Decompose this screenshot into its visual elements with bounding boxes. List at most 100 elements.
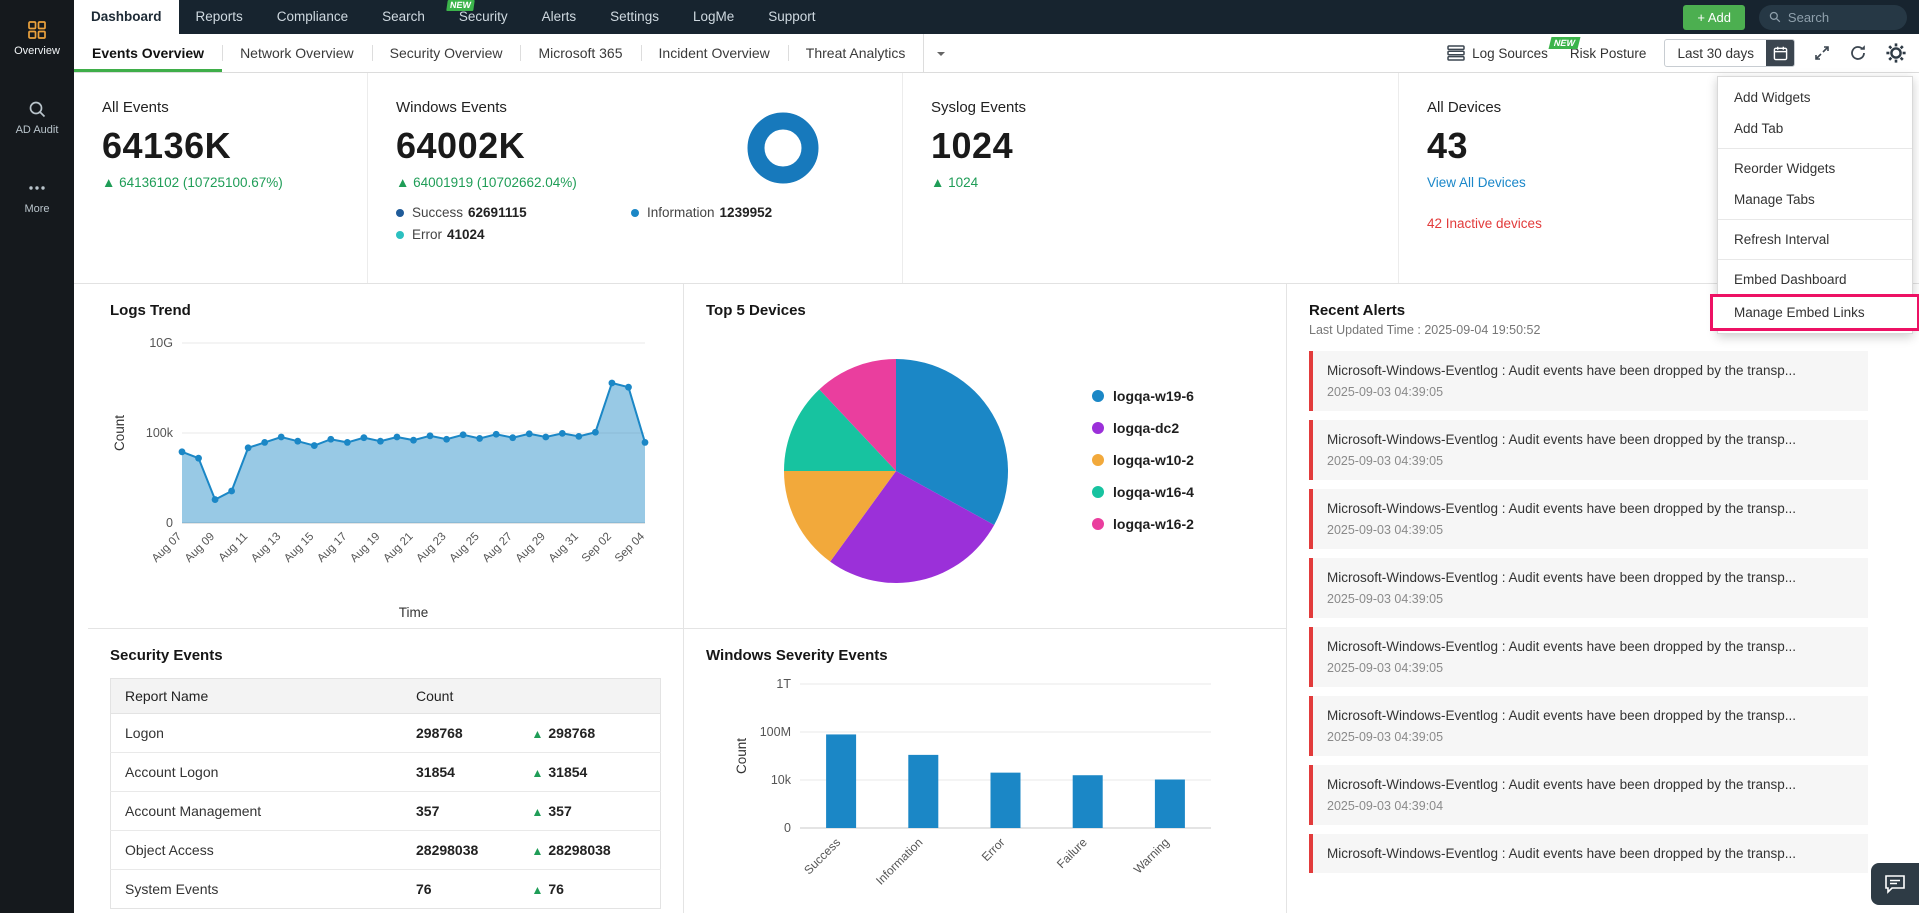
fullscreen-button[interactable] — [1813, 44, 1831, 62]
log-sources-label: Log Sources — [1472, 45, 1548, 61]
settings-dropdown-menu: Add Widgets Add Tab Reorder Widgets Manage … — [1713, 76, 1917, 334]
menu-item-add-widgets[interactable]: Add Widgets — [1734, 90, 1811, 105]
pie-legend-item-logqa-w19-6[interactable]: logqa-w19-6 — [1092, 388, 1194, 404]
view-all-devices-link[interactable]: View All Devices — [1427, 175, 1526, 190]
tab-overflow-button[interactable] — [923, 34, 957, 72]
nav-tab-settings[interactable]: Settings — [593, 0, 676, 34]
sidebar-item-overview[interactable]: Overview — [0, 10, 74, 67]
table-row[interactable]: Logon 298768 ▲ 298768 — [110, 713, 661, 753]
sidebar-item-ad-audit[interactable]: AD Audit — [0, 89, 74, 146]
menu-divider — [1718, 148, 1912, 149]
alert-item[interactable]: Microsoft-Windows-Eventlog : Audit event… — [1309, 489, 1868, 549]
legend-label: logqa-w16-2 — [1113, 516, 1194, 532]
nav-tab-logme[interactable]: LogMe — [676, 0, 751, 34]
pie-legend-item-logqa-w16-4[interactable]: logqa-w16-4 — [1092, 484, 1194, 500]
nav-tab-dashboard[interactable]: Dashboard — [74, 0, 179, 34]
stat-trend: ▲ 64001919 (10702662.04%) — [396, 175, 577, 190]
date-range-select[interactable]: Last 30 days — [1664, 39, 1795, 67]
subtab-threat-analytics[interactable]: Threat Analytics — [787, 34, 924, 72]
pie-legend-item-logqa-dc2[interactable]: logqa-dc2 — [1092, 420, 1194, 436]
global-search-box[interactable] — [1759, 4, 1907, 30]
stat-all-devices: All Devices 43 View All Devices 42 Inact… — [1398, 73, 1919, 283]
alert-item[interactable]: Microsoft-Windows-Eventlog : Audit event… — [1309, 696, 1868, 756]
nav-tab-security[interactable]: Security NEW — [442, 0, 525, 34]
svg-text:Count: Count — [112, 415, 127, 451]
trend-cell: ▲ 28298038 — [517, 830, 661, 870]
inactive-devices-link[interactable]: 42 Inactive devices — [1427, 216, 1542, 231]
nav-tab-alerts[interactable]: Alerts — [525, 0, 594, 34]
alert-message: Microsoft-Windows-Eventlog : Audit event… — [1327, 570, 1797, 585]
top-devices-widget: Top 5 Devices logqa-w19-6 logqa-dc2 logqa-… — [684, 284, 1286, 629]
svg-text:Success: Success — [801, 835, 843, 877]
dashboard-subtabs: Events Overview Network Overview Security … — [74, 34, 923, 72]
svg-text:0: 0 — [166, 516, 173, 530]
menu-item-manage-embed-links[interactable]: Manage Embed Links — [1713, 297, 1917, 328]
nav-tab-support[interactable]: Support — [751, 0, 832, 34]
calendar-icon — [1773, 46, 1787, 60]
subtab-microsoft-365[interactable]: Microsoft 365 — [520, 34, 640, 72]
table-row[interactable]: Account Management 357 ▲ 357 — [110, 791, 661, 831]
nav-tab-compliance[interactable]: Compliance — [260, 0, 365, 34]
alert-timestamp: 2025-09-03 04:39:05 — [1327, 730, 1444, 744]
menu-item-manage-tabs[interactable]: Manage Tabs — [1734, 192, 1815, 207]
stat-trend: ▲ 64136102 (10725100.67%) — [102, 175, 283, 190]
nav-tab-search[interactable]: Search — [365, 0, 442, 34]
tabbar-toolbar: Log Sources NEW Risk Posture Last 30 day… — [1447, 34, 1919, 72]
stats-summary-row: All Events 64136K ▲ 64136102 (10725100.6… — [74, 73, 1919, 284]
svg-text:10G: 10G — [149, 336, 173, 350]
alert-item[interactable]: Microsoft-Windows-Eventlog : Audit event… — [1309, 765, 1868, 825]
pie-legend-item-logqa-w10-2[interactable]: logqa-w10-2 — [1092, 452, 1194, 468]
svg-text:Warning: Warning — [1131, 835, 1172, 876]
risk-posture-button[interactable]: NEW Risk Posture — [1548, 36, 1646, 61]
log-sources-button[interactable]: Log Sources — [1447, 45, 1548, 61]
subtab-network-overview[interactable]: Network Overview — [222, 34, 372, 72]
table-row[interactable]: System Events 76 ▲ 76 — [110, 869, 661, 909]
nav-tab-label: Security — [458, 9, 508, 24]
trend-value: 298768 — [548, 725, 596, 741]
nav-tab-reports[interactable]: Reports — [179, 0, 260, 34]
menu-item-refresh-interval[interactable]: Refresh Interval — [1734, 232, 1830, 247]
refresh-button[interactable] — [1849, 44, 1867, 62]
subtab-incident-overview[interactable]: Incident Overview — [640, 34, 788, 72]
legend-label: logqa-w19-6 — [1113, 388, 1194, 404]
widgets-column-middle: Top 5 Devices logqa-w19-6 logqa-dc2 logqa-… — [684, 284, 1287, 913]
windows-events-donut-chart — [747, 112, 819, 184]
trend-up-icon: ▲ — [531, 883, 544, 897]
sidebar-item-more[interactable]: More — [0, 168, 74, 225]
add-button[interactable]: + Add — [1683, 4, 1745, 30]
table-column-header: Count — [402, 678, 518, 714]
svg-text:Aug 23: Aug 23 — [414, 531, 448, 565]
calendar-button[interactable] — [1766, 40, 1794, 66]
alert-item[interactable]: Microsoft-Windows-Eventlog : Audit event… — [1309, 558, 1868, 618]
security-events-widget: Security Events Report Name Count Logon 298… — [88, 629, 683, 913]
feedback-chat-button[interactable] — [1871, 863, 1919, 905]
alert-timestamp: 2025-09-03 04:39:05 — [1327, 661, 1444, 675]
svg-text:Aug 17: Aug 17 — [315, 531, 349, 565]
table-row[interactable]: Account Logon 31854 ▲ 31854 — [110, 752, 661, 792]
svg-text:Aug 15: Aug 15 — [282, 531, 316, 565]
nav-tab-label: LogMe — [692, 9, 735, 24]
alert-item[interactable]: Microsoft-Windows-Eventlog : Audit event… — [1309, 834, 1868, 873]
logs-trend-widget: Logs Trend 0 100k 10G Aug 07 Aug 09 Aug 11 Aug… — [88, 284, 683, 629]
nav-tab-label: Support — [768, 9, 816, 24]
settings-gear-button[interactable] — [1885, 42, 1907, 64]
nav-tab-label: Search — [382, 9, 425, 24]
security-events-table: Report Name Count Logon 298768 ▲ 298768 Accoun… — [110, 678, 661, 909]
subtab-security-overview[interactable]: Security Overview — [371, 34, 521, 72]
sidebar-item-label: More — [24, 203, 50, 215]
menu-item-reorder-widgets[interactable]: Reorder Widgets — [1734, 161, 1836, 176]
subtab-events-overview[interactable]: Events Overview — [74, 34, 222, 72]
alert-timestamp: 2025-09-03 04:39:04 — [1327, 799, 1444, 813]
svg-text:Aug 13: Aug 13 — [249, 531, 283, 565]
widget-title: Recent Alerts — [1309, 302, 1406, 319]
menu-item-embed-dashboard[interactable]: Embed Dashboard — [1734, 272, 1847, 287]
alert-item[interactable]: Microsoft-Windows-Eventlog : Audit event… — [1309, 420, 1868, 480]
svg-text:Aug 21: Aug 21 — [381, 531, 415, 565]
table-row[interactable]: Object Access 28298038 ▲ 28298038 — [110, 830, 661, 870]
menu-item-add-tab[interactable]: Add Tab — [1734, 121, 1784, 136]
alert-item[interactable]: Microsoft-Windows-Eventlog : Audit event… — [1309, 627, 1868, 687]
alert-item[interactable]: Microsoft-Windows-Eventlog : Audit event… — [1309, 351, 1868, 411]
trend-cell: ▲ 357 — [517, 791, 661, 831]
search-input[interactable] — [1787, 9, 1897, 25]
pie-legend-item-logqa-w16-2[interactable]: logqa-w16-2 — [1092, 516, 1194, 532]
